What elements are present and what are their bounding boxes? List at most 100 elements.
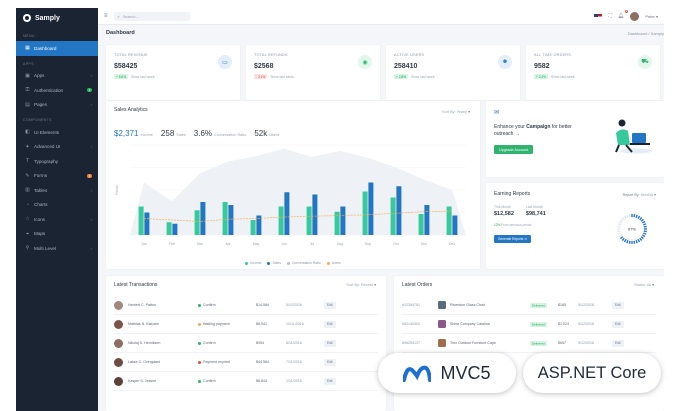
sidebar-item-label: Maps — [34, 231, 46, 237]
table-row[interactable]: Kasper S. Jessen Confirm $8,844 1/11/2016 Ed… — [114, 372, 378, 391]
legend-item[interactable]: Conversation Ratio — [286, 261, 321, 265]
orders-status-dropdown[interactable]: Status: All ▾ — [634, 283, 654, 287]
avatar — [114, 319, 123, 329]
campaign-icon: ✉ — [494, 110, 500, 116]
sidebar-item-label: UI Elements — [34, 129, 60, 135]
transaction-amount: $14,584 — [256, 303, 269, 307]
breadcrumb[interactable]: Dashboard / Samply — [627, 30, 664, 36]
earning-note: 12% From previous period — [494, 223, 656, 227]
avatar[interactable] — [630, 11, 640, 21]
earning-last-month: Last Month $98,741 — [526, 205, 546, 217]
gauge-tick — [617, 223, 621, 226]
x-tick-label: Apr — [225, 242, 231, 246]
table-row[interactable]: Mathias N. Klausen Waiting payment $8,541 1… — [114, 315, 378, 334]
legend-label: Conversation Ratio — [291, 261, 321, 265]
sidebar-item-label: Authentication — [34, 87, 64, 93]
sidebar-item-tables[interactable]: ▥ Tables › — [16, 183, 98, 198]
sidebar-item-label: Tables — [34, 187, 48, 193]
sidebar: Samply MENU ▦ Dashboard APPS ▣ Apps › ⚿ Authenti… — [16, 8, 98, 411]
sidebar-item-dashboard[interactable]: ▦ Dashboard — [16, 41, 98, 56]
bell-icon[interactable]: 🔔︎ 2 — [617, 10, 629, 19]
edit-button[interactable]: Edit — [612, 339, 624, 347]
table-row[interactable]: #12354781 Riverston Glass Chair Delivered $… — [402, 296, 656, 315]
bar-sales — [284, 192, 290, 235]
table-row[interactable]: #96254137 Trex Outdoor Furniture Cape Deli… — [402, 334, 656, 353]
user-name[interactable]: Peter ▾ — [645, 13, 658, 19]
order-status: Delivered — [530, 340, 558, 346]
generate-reports-button[interactable]: Generate Reports ➔ — [494, 235, 531, 243]
fullscreen-icon[interactable]: ⛶ — [608, 13, 612, 19]
legend-item[interactable]: Income — [245, 261, 261, 265]
series-line-conversation-ratio — [143, 210, 453, 222]
kpi: 3.6% Conversation Ratio — [194, 123, 247, 141]
search-input[interactable]: ⌕ Search... — [113, 11, 190, 21]
us-flag-icon[interactable] — [594, 13, 603, 19]
legend-item[interactable]: Users — [326, 261, 341, 265]
sidebar-item-ui-elements[interactable]: ◧ UI Elements — [16, 125, 98, 140]
this-month-label: This Month — [494, 205, 511, 209]
last-month-label: Last Month — [525, 205, 543, 209]
sidebar-item-apps[interactable]: ▣ Apps › — [16, 69, 98, 84]
sidebar-item-maps[interactable]: ⌖ Maps — [16, 227, 98, 242]
gauge-tick — [617, 232, 621, 235]
trans-sort-label: Sort By: — [346, 283, 360, 287]
x-tick-label: Jan — [141, 242, 147, 246]
status-badge: Delivered — [530, 321, 547, 327]
gauge-tick — [637, 215, 641, 219]
sort-value: Yearly — [456, 110, 468, 114]
gauge-tick — [643, 225, 647, 228]
sidebar-item-multi-level[interactable]: ⚲ Multi Level › — [16, 241, 98, 256]
bar-income — [446, 206, 452, 235]
x-tick-label: May — [253, 242, 260, 246]
earning-reports-card: Earning Reports Report By: Monthly ▾ Thi… — [486, 183, 664, 269]
table-row[interactable]: #52140300 Shine Company Catalina Delivered… — [402, 315, 656, 334]
x-tick-label: Nov — [421, 242, 427, 246]
legend-swatch — [245, 261, 249, 265]
edit-button[interactable]: Edit — [324, 377, 336, 385]
stat-delta: + 2.8% — [394, 74, 409, 79]
mvc5-badge: MVC5 — [378, 353, 516, 393]
legend-item[interactable]: Sales — [267, 261, 281, 265]
refund-icon: ◉ — [358, 55, 372, 69]
sidebar-item-advanced-ui[interactable]: ✦ Advanced UI › — [16, 140, 98, 155]
edit-button[interactable]: Edit — [324, 301, 336, 309]
edit-button[interactable]: Edit — [612, 320, 624, 328]
menu-toggle-icon[interactable]: ≡ — [104, 13, 108, 19]
sidebar-item-charts[interactable]: ◔ Charts — [16, 198, 98, 213]
product-thumbnail — [438, 301, 446, 309]
sidebar-item-icons[interactable]: ☆ Icons › — [16, 212, 98, 227]
table-row[interactable]: Nikolaj S. Henriksen Confirm $954 8/11/2016… — [114, 334, 378, 353]
report-by-dropdown[interactable]: Report By: Monthly ▾ — [622, 193, 656, 197]
table-row[interactable]: Herbert C. Patton Confirm $14,584 5/12/2016… — [114, 296, 378, 315]
brand[interactable]: Samply — [16, 8, 98, 28]
chevron-right-icon: › — [90, 187, 92, 193]
transactions-title: Latest Transactions — [114, 282, 158, 288]
upgrade-account-button[interactable]: Upgrade Account — [494, 145, 534, 154]
bar-income — [390, 197, 396, 235]
sidebar-item-typography[interactable]: T Typography — [16, 154, 98, 169]
sidebar-section-title: MENU — [23, 34, 35, 38]
sidebar-item-forms[interactable]: ✎ Forms 6 — [16, 169, 98, 184]
edit-button[interactable]: Edit — [324, 339, 336, 347]
gauge-tick — [642, 220, 646, 224]
sidebar-item-authentication[interactable]: ⚿ Authentication 2 — [16, 83, 98, 98]
gauge-tick — [635, 240, 638, 244]
kpi-value: $2,371 — [114, 129, 139, 138]
gauge-tick — [640, 236, 644, 240]
edit-button[interactable]: Edit — [324, 358, 336, 366]
table-row[interactable]: Lasse C. Overgaard Payment expired $44,584… — [114, 353, 378, 372]
sidebar-badge: 6 — [87, 173, 92, 178]
transaction-amount: $8,541 — [256, 322, 267, 326]
edit-button[interactable]: Edit — [612, 301, 624, 309]
sales-sort-dropdown[interactable]: Sort By: Yearly ▾ — [442, 110, 470, 114]
edit-button[interactable]: Edit — [324, 320, 336, 328]
stat-card: ACTIVE USERS 258410 + 2.8% Since last week ☻ — [386, 45, 520, 100]
bar-income — [362, 191, 368, 235]
bar-sales — [228, 205, 234, 235]
bar-income — [306, 206, 312, 235]
stat-delta: + 2.4% — [534, 74, 549, 79]
order-price: $657 — [558, 341, 566, 345]
transactions-sort-dropdown[interactable]: Sort By: Recent ▾ — [346, 283, 376, 287]
gauge-tick — [633, 240, 636, 244]
sidebar-item-pages[interactable]: ▤ Pages › — [16, 98, 98, 113]
